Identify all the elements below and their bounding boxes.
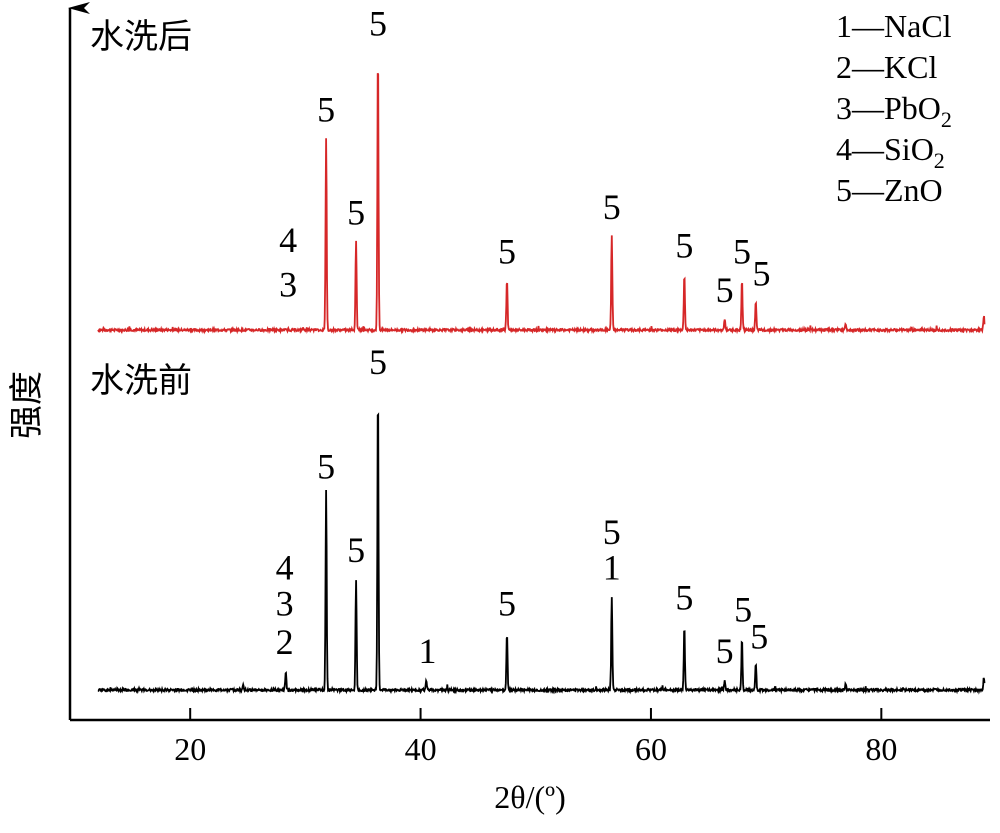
- peak-label: 5: [716, 270, 734, 310]
- legend-num: 5: [836, 172, 852, 208]
- x-ticks: 20 40 60 80: [174, 708, 897, 767]
- peak-label: 5: [369, 3, 387, 43]
- x-tick-label: 40: [405, 731, 437, 767]
- legend-text: PbO: [884, 90, 941, 126]
- x-tick-label: 60: [635, 731, 667, 767]
- peak-label: 2: [276, 622, 294, 662]
- peak-label: 5: [317, 90, 335, 130]
- peak-label: 5: [675, 226, 693, 266]
- peak-label: 1: [418, 631, 436, 671]
- legend-dash: —: [851, 90, 885, 126]
- peak-label: 5: [733, 231, 751, 271]
- peak-label: 4: [279, 220, 297, 260]
- peak-label: 5: [753, 254, 771, 294]
- peak-label: 4: [276, 548, 294, 588]
- legend-dash: —: [851, 8, 885, 44]
- legend-subscript: 2: [934, 148, 945, 173]
- series-title: 水洗前: [90, 361, 192, 401]
- peak-label: 5: [750, 616, 768, 656]
- legend-dash: —: [851, 172, 885, 208]
- legend-text: KCl: [884, 49, 937, 85]
- peak-label: 5: [716, 631, 734, 671]
- legend-num: 3: [836, 90, 852, 126]
- peak-label: 3: [276, 584, 294, 624]
- legend-num: 4: [836, 131, 852, 167]
- x-tick-label: 80: [865, 731, 897, 767]
- legend-entry: 2—KCl: [836, 49, 937, 85]
- y-axis-label: 强度: [7, 371, 47, 439]
- legend-text: ZnO: [884, 172, 943, 208]
- legend-text: NaCl: [884, 8, 952, 44]
- legend-entry: 5—ZnO: [836, 172, 943, 208]
- x-axis-label: 2θ/(º): [494, 779, 565, 815]
- peak-label: 5: [603, 512, 621, 552]
- legend-text: SiO: [884, 131, 934, 167]
- peak-label: 5: [369, 342, 387, 382]
- legend-dash: —: [851, 49, 885, 85]
- legend-dash: —: [851, 131, 885, 167]
- legend-entry: 3—PbO2: [836, 90, 952, 132]
- legend-entry: 4—SiO2: [836, 131, 945, 173]
- peak-label: 5: [347, 530, 365, 570]
- peak-label: 1: [603, 548, 621, 588]
- peak-label: 3: [279, 265, 297, 305]
- series-title: 水洗后: [90, 17, 192, 57]
- peak-label: 5: [347, 192, 365, 232]
- legend-entry: 1—NaCl: [836, 8, 952, 44]
- legend-subscript: 2: [941, 107, 952, 132]
- peak-label: 5: [734, 589, 752, 629]
- peak-label: 5: [317, 446, 335, 486]
- series-line: [97, 412, 986, 695]
- legend-num: 2: [836, 49, 852, 85]
- legend-num: 1: [836, 8, 852, 44]
- peak-label: 5: [498, 584, 516, 624]
- peak-label: 5: [675, 578, 693, 618]
- x-tick-label: 20: [174, 731, 206, 767]
- peak-label: 5: [603, 187, 621, 227]
- peak-label: 5: [498, 231, 516, 271]
- series-line: [97, 72, 986, 335]
